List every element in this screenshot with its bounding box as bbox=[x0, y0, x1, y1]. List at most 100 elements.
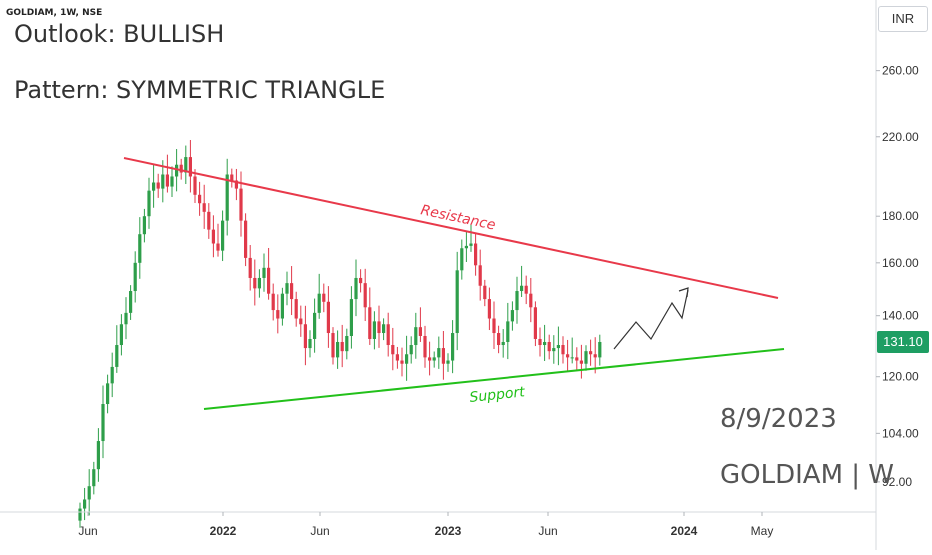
candle-body bbox=[239, 188, 243, 221]
candle-body bbox=[409, 345, 413, 355]
last-price-badge: 131.10 bbox=[877, 330, 929, 353]
candle-body bbox=[290, 283, 294, 300]
candle-body bbox=[142, 216, 146, 235]
candle-body bbox=[533, 307, 537, 339]
candle-body bbox=[262, 267, 266, 278]
candle-body bbox=[391, 345, 395, 355]
currency-selector[interactable]: INR bbox=[878, 6, 928, 32]
candle-body bbox=[129, 291, 133, 313]
candle-body bbox=[244, 220, 248, 258]
candle-body bbox=[78, 508, 82, 521]
support-label: Support bbox=[469, 384, 526, 406]
axes-group: 260.00 220.00 180.00 160.00 140.00 120.00 104.… bbox=[0, 0, 919, 550]
candle-body bbox=[230, 174, 234, 181]
candle-body bbox=[501, 341, 505, 346]
candle-body bbox=[156, 182, 160, 189]
candle-body bbox=[441, 348, 445, 364]
x-tick-label: Jun bbox=[78, 524, 97, 538]
candle-body bbox=[92, 469, 96, 487]
candle-body bbox=[110, 366, 114, 384]
projection-arrowhead bbox=[678, 287, 689, 298]
candle-body bbox=[556, 345, 560, 349]
candle-body bbox=[354, 277, 358, 300]
candle-body bbox=[225, 174, 229, 221]
candle-body bbox=[460, 248, 464, 271]
resistance-line bbox=[123, 157, 779, 299]
candle-body bbox=[165, 174, 169, 187]
candle-body bbox=[372, 321, 376, 339]
candle-body bbox=[119, 324, 123, 346]
candle-body bbox=[405, 354, 409, 364]
candle-body bbox=[561, 345, 565, 355]
candle-body bbox=[211, 229, 215, 244]
candle-body bbox=[106, 383, 110, 405]
candle-body bbox=[124, 312, 128, 325]
candle-body bbox=[276, 310, 280, 319]
candle-body bbox=[170, 176, 174, 187]
candle-body bbox=[248, 257, 252, 278]
candle-body bbox=[506, 321, 510, 342]
candle-body bbox=[510, 310, 514, 322]
candle-body bbox=[428, 357, 432, 361]
candle-body bbox=[336, 341, 340, 358]
candle-body bbox=[524, 285, 528, 294]
support-line bbox=[203, 348, 785, 410]
candle-body bbox=[538, 338, 542, 346]
candles-group bbox=[78, 139, 602, 528]
candle-body bbox=[285, 283, 289, 294]
candle-body bbox=[492, 318, 496, 334]
y-tick-label: 140.00 bbox=[882, 309, 919, 323]
candle-body bbox=[193, 176, 197, 195]
candle-body bbox=[451, 333, 455, 361]
candle-body bbox=[395, 354, 399, 361]
outlook-text: Outlook: BULLISH bbox=[14, 20, 225, 48]
x-tick-label: May bbox=[751, 524, 774, 538]
x-tick-label: 2024 bbox=[671, 524, 698, 538]
x-tick-label: 2023 bbox=[435, 524, 462, 538]
candle-body bbox=[188, 157, 192, 177]
x-tick-label: Jun bbox=[538, 524, 557, 538]
y-tick-label: 180.00 bbox=[882, 209, 919, 223]
y-tick-label: 120.00 bbox=[882, 370, 919, 384]
y-tick-label: 260.00 bbox=[882, 64, 919, 78]
candle-body bbox=[133, 262, 137, 292]
candle-body bbox=[303, 324, 307, 349]
pattern-text: Pattern: SYMMETRIC TRIANGLE bbox=[14, 76, 386, 104]
candle-body bbox=[115, 345, 119, 367]
candle-body bbox=[455, 270, 459, 334]
candle-body bbox=[483, 285, 487, 300]
candle-body bbox=[87, 486, 91, 500]
candle-body bbox=[474, 243, 478, 266]
candle-body bbox=[446, 360, 450, 364]
candle-body bbox=[345, 335, 349, 352]
candle-body bbox=[368, 307, 372, 339]
candle-body bbox=[202, 203, 206, 212]
candle-body bbox=[570, 357, 574, 359]
y-tick-label: 160.00 bbox=[882, 256, 919, 270]
candle-body bbox=[487, 299, 491, 319]
candle-body bbox=[175, 164, 179, 177]
candle-body bbox=[566, 354, 570, 358]
candle-body bbox=[138, 234, 142, 263]
candle-body bbox=[598, 341, 602, 358]
candle-body bbox=[520, 285, 524, 292]
candle-body bbox=[359, 277, 363, 284]
candle-body bbox=[363, 283, 367, 308]
candle-body bbox=[253, 277, 257, 289]
candle-body bbox=[221, 220, 225, 251]
candle-body bbox=[497, 333, 501, 346]
candle-body bbox=[161, 174, 165, 189]
candle-body bbox=[96, 441, 100, 470]
candle-body bbox=[469, 243, 473, 246]
candle-body bbox=[271, 293, 275, 311]
projection-arrow bbox=[613, 289, 689, 350]
y-tick-label: 92.00 bbox=[882, 475, 912, 489]
candle-body bbox=[349, 299, 353, 336]
candle-body bbox=[234, 180, 238, 189]
candle-body bbox=[147, 190, 151, 217]
candle-body bbox=[216, 243, 220, 251]
x-tick-label: Jun bbox=[310, 524, 329, 538]
